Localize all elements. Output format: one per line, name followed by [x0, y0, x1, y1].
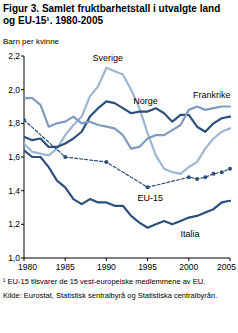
plot-area: [24, 68, 232, 228]
series-label: Norge: [133, 96, 158, 106]
x-tick: [230, 258, 231, 261]
y-tick-label: 2,2: [8, 51, 20, 61]
x-tick-label: 1995: [138, 262, 157, 272]
series-marker: [63, 155, 67, 159]
x-tick: [24, 258, 25, 261]
y-tick-label: 1,2: [8, 219, 20, 229]
x-tick-label: 2000: [179, 262, 198, 272]
y-tick-label: 1,6: [8, 152, 20, 162]
series-line: [24, 98, 230, 149]
series-marker: [24, 118, 26, 122]
x-tick-label: 1985: [56, 262, 75, 272]
series-marker: [203, 175, 207, 179]
source: Kilde: Eurostat, Statistisk sentralbyrå …: [3, 291, 217, 300]
y-tick: [21, 56, 24, 57]
y-axis-label: Barn per kvinne: [3, 37, 60, 46]
x-tick-label: 2005: [217, 262, 236, 272]
y-tick: [21, 123, 24, 124]
x-tick-label: 1990: [97, 262, 116, 272]
series-marker: [187, 175, 191, 179]
x-tick: [188, 258, 189, 261]
y-tick: [21, 89, 24, 90]
footnote: ¹ EU-15 tilsvarer de 15 vest-europeiske …: [3, 277, 205, 286]
x-tick: [65, 258, 66, 261]
title: Figur 3. Samlet fruktbarhetstall i utval…: [3, 3, 220, 26]
y-tick-label: 1,4: [8, 186, 20, 196]
x-tick: [106, 258, 107, 261]
series-line: [24, 150, 230, 227]
y-tick: [21, 157, 24, 158]
y-tick: [21, 224, 24, 225]
x-tick: [147, 258, 148, 261]
y-tick-label: 1,8: [8, 118, 20, 128]
y-tick-label: 2,0: [8, 85, 20, 95]
series-marker: [220, 170, 224, 174]
series-line: [24, 68, 230, 174]
y-tick: [21, 190, 24, 191]
chart: Figur 3. Samlet fruktbarhetstall i utval…: [0, 0, 238, 333]
series-marker: [212, 172, 216, 176]
series-label: Sverige: [92, 53, 123, 63]
x-tick-label: 1980: [18, 262, 37, 272]
x-axis-line: [24, 258, 230, 259]
series-label: Frankrike: [193, 90, 231, 100]
series-marker: [146, 185, 150, 189]
series-marker: [104, 160, 108, 164]
series-marker: [228, 167, 232, 171]
series-label: Italia: [181, 229, 200, 239]
series-marker: [195, 177, 199, 181]
series-label: EU-15: [138, 193, 164, 203]
